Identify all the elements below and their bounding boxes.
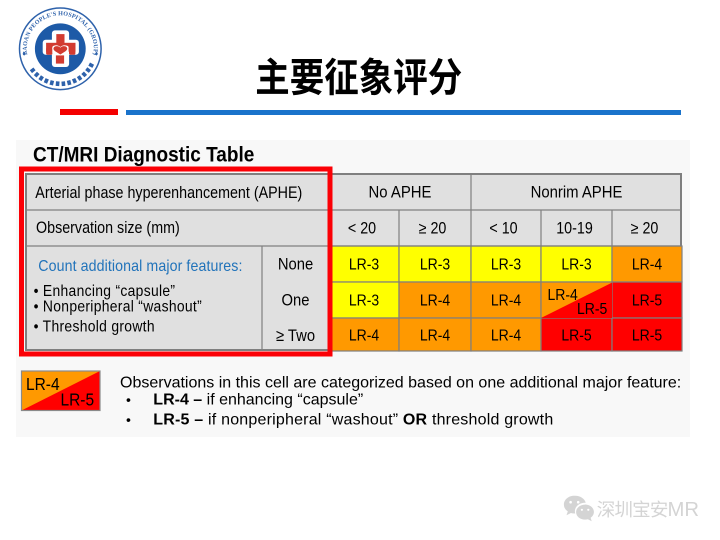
svg-text:LR-4: LR-4 bbox=[491, 326, 521, 344]
svg-text:LR-5: LR-5 bbox=[632, 326, 662, 344]
svg-text:Observations in this cell are: Observations in this cell are categorize… bbox=[120, 374, 681, 391]
svg-text:LR-4: LR-4 bbox=[548, 286, 578, 304]
svg-text:• Enhancing “capsule”: • Enhancing “capsule” bbox=[34, 283, 176, 300]
svg-text:None: None bbox=[278, 256, 314, 274]
svg-text:LR-4: LR-4 bbox=[420, 326, 450, 344]
svg-text:Arterial phase hyperenhancemen: Arterial phase hyperenhancement (APHE) bbox=[35, 184, 302, 202]
svg-text:LR-3: LR-3 bbox=[349, 292, 379, 310]
svg-text:LR-5 – if nonperipheral “washo: LR-5 – if nonperipheral “washout” OR thr… bbox=[153, 411, 553, 428]
svg-text:LR-3: LR-3 bbox=[420, 256, 450, 274]
svg-text:MR: MR bbox=[668, 499, 700, 521]
svg-text:≥ 20: ≥ 20 bbox=[419, 219, 447, 237]
svg-text:One: One bbox=[282, 292, 310, 310]
svg-text:LR-3: LR-3 bbox=[491, 256, 521, 274]
svg-text:10-19: 10-19 bbox=[556, 219, 593, 237]
svg-text:LR-5: LR-5 bbox=[561, 326, 591, 344]
svg-text:LR-3: LR-3 bbox=[349, 256, 379, 274]
svg-text:< 20: < 20 bbox=[348, 219, 376, 237]
svg-text:LR-4 – if enhancing “capsule”: LR-4 – if enhancing “capsule” bbox=[153, 392, 363, 409]
svg-text:LR-4: LR-4 bbox=[491, 292, 521, 310]
svg-text:Count additional major feature: Count additional major features: bbox=[38, 257, 242, 275]
svg-text:≥ 20: ≥ 20 bbox=[631, 219, 659, 237]
svg-text:< 10: < 10 bbox=[489, 219, 517, 237]
svg-text:• Nonperipheral “washout”: • Nonperipheral “washout” bbox=[34, 299, 202, 316]
svg-text:• Threshold growth: • Threshold growth bbox=[34, 319, 155, 336]
svg-text:LR-3: LR-3 bbox=[561, 256, 591, 274]
svg-text:LR-4: LR-4 bbox=[26, 374, 60, 394]
svg-text:LR-5: LR-5 bbox=[61, 389, 95, 409]
svg-text:Observation size (mm): Observation size (mm) bbox=[36, 219, 180, 237]
svg-text:LR-5: LR-5 bbox=[577, 300, 607, 318]
svg-text:Nonrim APHE: Nonrim APHE bbox=[531, 184, 623, 202]
svg-text:•: • bbox=[126, 392, 131, 408]
svg-text:LR-4: LR-4 bbox=[632, 256, 662, 274]
svg-text:LR-5: LR-5 bbox=[632, 292, 662, 310]
svg-text:•: • bbox=[126, 411, 131, 427]
svg-text:No APHE: No APHE bbox=[369, 184, 432, 202]
svg-text:≥ Two: ≥ Two bbox=[276, 327, 315, 345]
svg-text:LR-4: LR-4 bbox=[420, 292, 450, 310]
svg-text:LR-4: LR-4 bbox=[349, 326, 379, 344]
svg-text:CT/MRI Diagnostic Table: CT/MRI Diagnostic Table bbox=[33, 144, 254, 167]
